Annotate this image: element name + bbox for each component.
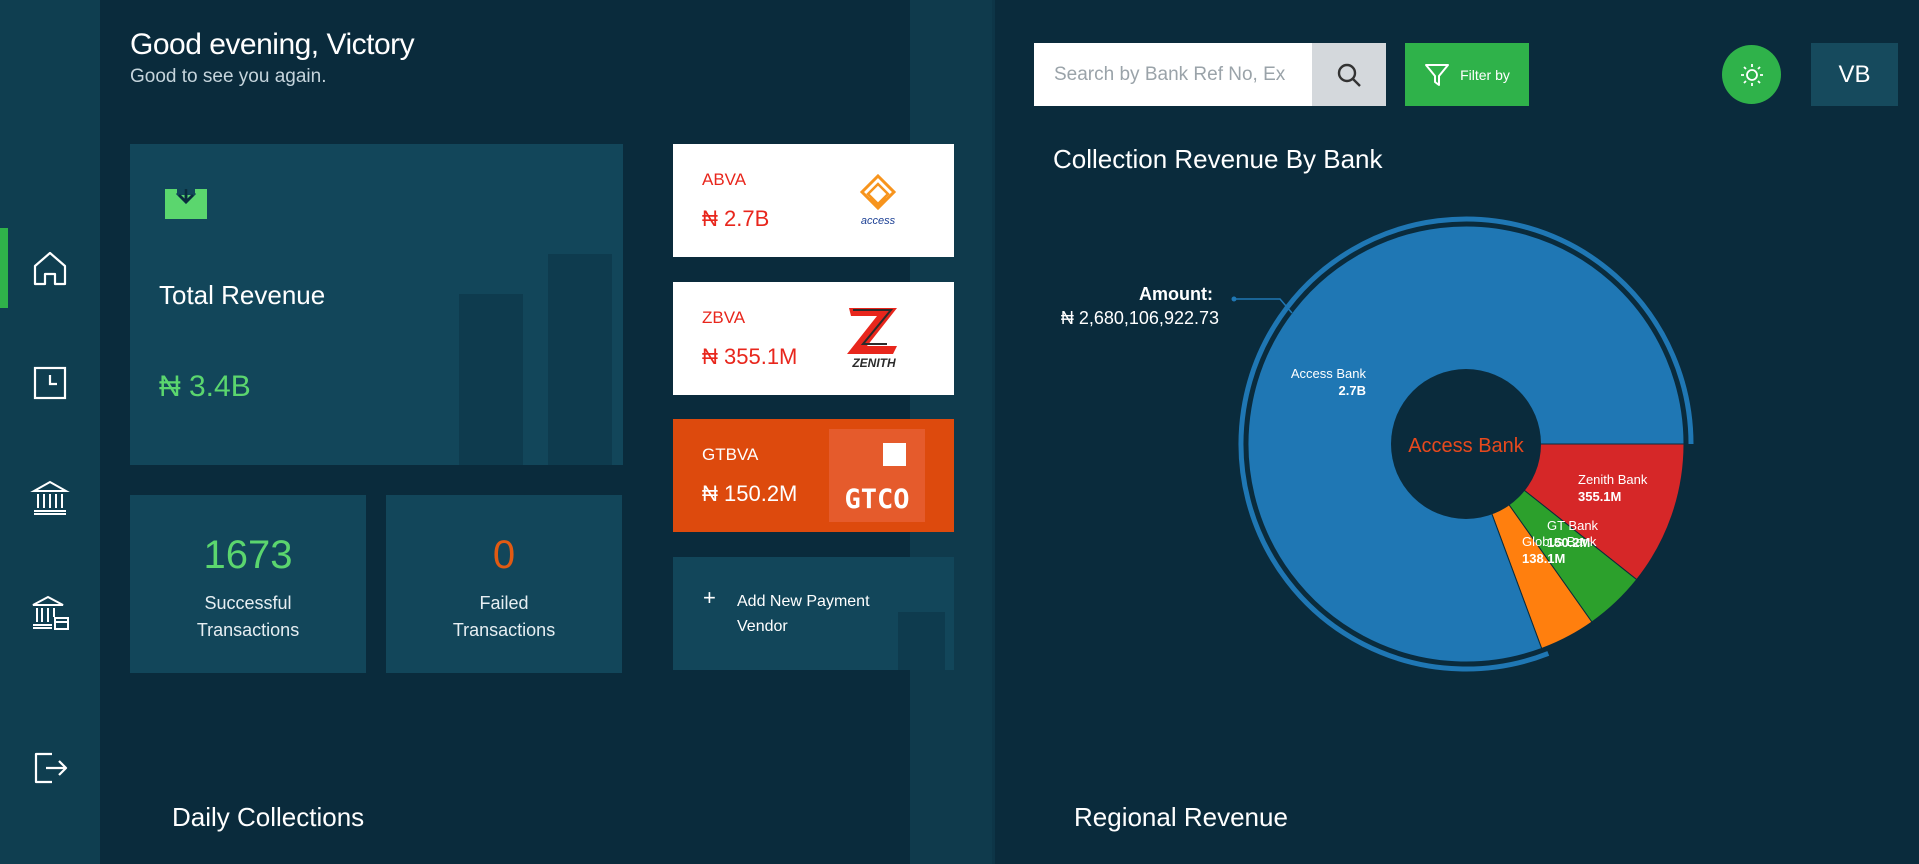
total-revenue-card: Total Revenue ₦ 3.4B bbox=[130, 144, 623, 465]
slice-label-value: 150.2M bbox=[1547, 535, 1590, 550]
vendor-card-gtbank[interactable]: GTBVA ₦ 150.2M GTCO bbox=[673, 419, 954, 532]
zenith-bank-logo-icon: ZENITH bbox=[847, 308, 897, 370]
logout-icon bbox=[34, 752, 68, 784]
zenith-logo-text: ZENITH bbox=[851, 356, 896, 370]
total-revenue-label: Total Revenue bbox=[159, 280, 326, 310]
vendor-card-access[interactable]: ABVA ₦ 2.7B access bbox=[673, 144, 954, 257]
sidebar-item-banks[interactable] bbox=[0, 457, 100, 537]
failed-label-line: Failed bbox=[479, 593, 529, 613]
gtco-logo-square bbox=[883, 443, 906, 466]
gtco-logo: GTCO bbox=[829, 429, 925, 522]
search-button[interactable] bbox=[1312, 43, 1386, 106]
sidebar-item-logout[interactable] bbox=[0, 728, 100, 808]
filter-button[interactable]: Filter by bbox=[1405, 43, 1529, 106]
background-divider bbox=[992, 0, 995, 864]
sidebar-item-bank-settings[interactable] bbox=[0, 573, 100, 653]
decorative-bar bbox=[898, 612, 945, 670]
vendor-amount: ₦ 2.7B bbox=[702, 206, 770, 231]
chart-title: Collection Revenue By Bank bbox=[1053, 144, 1383, 174]
download-icon bbox=[165, 179, 207, 219]
decorative-bar bbox=[548, 254, 612, 465]
successful-transactions-card: 1673 Successful Transactions bbox=[130, 495, 366, 673]
successful-label-line: Successful bbox=[204, 593, 292, 613]
vendor-amount: ₦ 355.1M bbox=[702, 344, 798, 369]
failed-label: Failed Transactions bbox=[386, 590, 622, 644]
slice-label-value: 138.1M bbox=[1522, 551, 1565, 566]
search-input[interactable] bbox=[1034, 43, 1312, 106]
avatar[interactable]: VB bbox=[1811, 43, 1898, 106]
tooltip-leader-line bbox=[1234, 298, 1293, 314]
slice-label-name: Access Bank bbox=[1291, 366, 1367, 381]
access-bank-logo-icon: access bbox=[859, 174, 897, 227]
sun-icon bbox=[1740, 63, 1763, 86]
greeting-subtitle: Good to see you again. bbox=[130, 66, 327, 87]
bank-icon bbox=[30, 480, 70, 515]
daily-collections-title: Daily Collections bbox=[172, 802, 365, 832]
failed-label-line: Transactions bbox=[452, 620, 556, 640]
greeting: Good evening, Victory Good to see you ag… bbox=[130, 28, 415, 88]
add-vendor-label: Add New Payment Vendor bbox=[737, 593, 870, 635]
successful-label: Successful Transactions bbox=[130, 590, 366, 644]
slice-label-name: Zenith Bank bbox=[1578, 472, 1648, 487]
greeting-title: Good evening, Victory bbox=[130, 28, 415, 61]
failed-count: 0 bbox=[492, 533, 516, 577]
home-icon bbox=[33, 251, 67, 286]
vendor-code: GTBVA bbox=[702, 445, 759, 464]
theme-toggle-button[interactable] bbox=[1722, 45, 1781, 104]
slice-label-name: Globus Bank bbox=[1522, 534, 1597, 549]
vendor-card-zenith[interactable]: ZBVA ₦ 355.1M ZENITH bbox=[673, 282, 954, 395]
collection-revenue-pie-chart: Access Bank Zenith Bank 355.1M GT Bank 150.2… bbox=[1061, 216, 1694, 672]
decorative-bar bbox=[459, 294, 523, 465]
total-revenue-value: ₦ 3.4B bbox=[159, 370, 251, 403]
tooltip-label: Amount: bbox=[1139, 284, 1213, 304]
sidebar-item-history[interactable] bbox=[0, 343, 100, 423]
bank-card-icon bbox=[32, 595, 69, 630]
successful-label-line: Transactions bbox=[196, 620, 300, 640]
plus-icon: + bbox=[703, 585, 716, 610]
vendor-amount: ₦ 150.2M bbox=[702, 481, 798, 506]
access-logo-text: access bbox=[861, 215, 896, 227]
vendor-code: ZBVA bbox=[702, 308, 746, 327]
tooltip-value: ₦ 2,680,106,922.73 bbox=[1061, 308, 1219, 328]
gtco-logo-text: GTCO bbox=[844, 484, 910, 515]
slice-label-value: 355.1M bbox=[1578, 489, 1621, 504]
add-payment-vendor-button[interactable]: + Add New Payment Vendor bbox=[673, 557, 954, 670]
sidebar bbox=[0, 0, 100, 864]
slice-label-name: GT Bank bbox=[1547, 518, 1599, 533]
successful-count: 1673 bbox=[203, 533, 293, 577]
search-icon bbox=[1337, 63, 1361, 87]
filter-icon bbox=[1425, 63, 1450, 86]
selected-slice-ring bbox=[1238, 216, 1694, 672]
tooltip-dot bbox=[1231, 296, 1237, 302]
pie-center-label: Access Bank bbox=[1408, 435, 1525, 457]
filter-label: Filter by bbox=[1460, 66, 1510, 83]
regional-revenue-title: Regional Revenue bbox=[1074, 802, 1288, 832]
slice-label-value: 2.7B bbox=[1339, 383, 1366, 398]
sidebar-item-home[interactable] bbox=[0, 228, 100, 308]
vendor-code: ABVA bbox=[702, 170, 747, 189]
failed-transactions-card: 0 Failed Transactions bbox=[386, 495, 622, 673]
clock-icon bbox=[33, 366, 67, 400]
pie-center-hole bbox=[1391, 369, 1541, 519]
search-bar bbox=[1034, 43, 1386, 106]
